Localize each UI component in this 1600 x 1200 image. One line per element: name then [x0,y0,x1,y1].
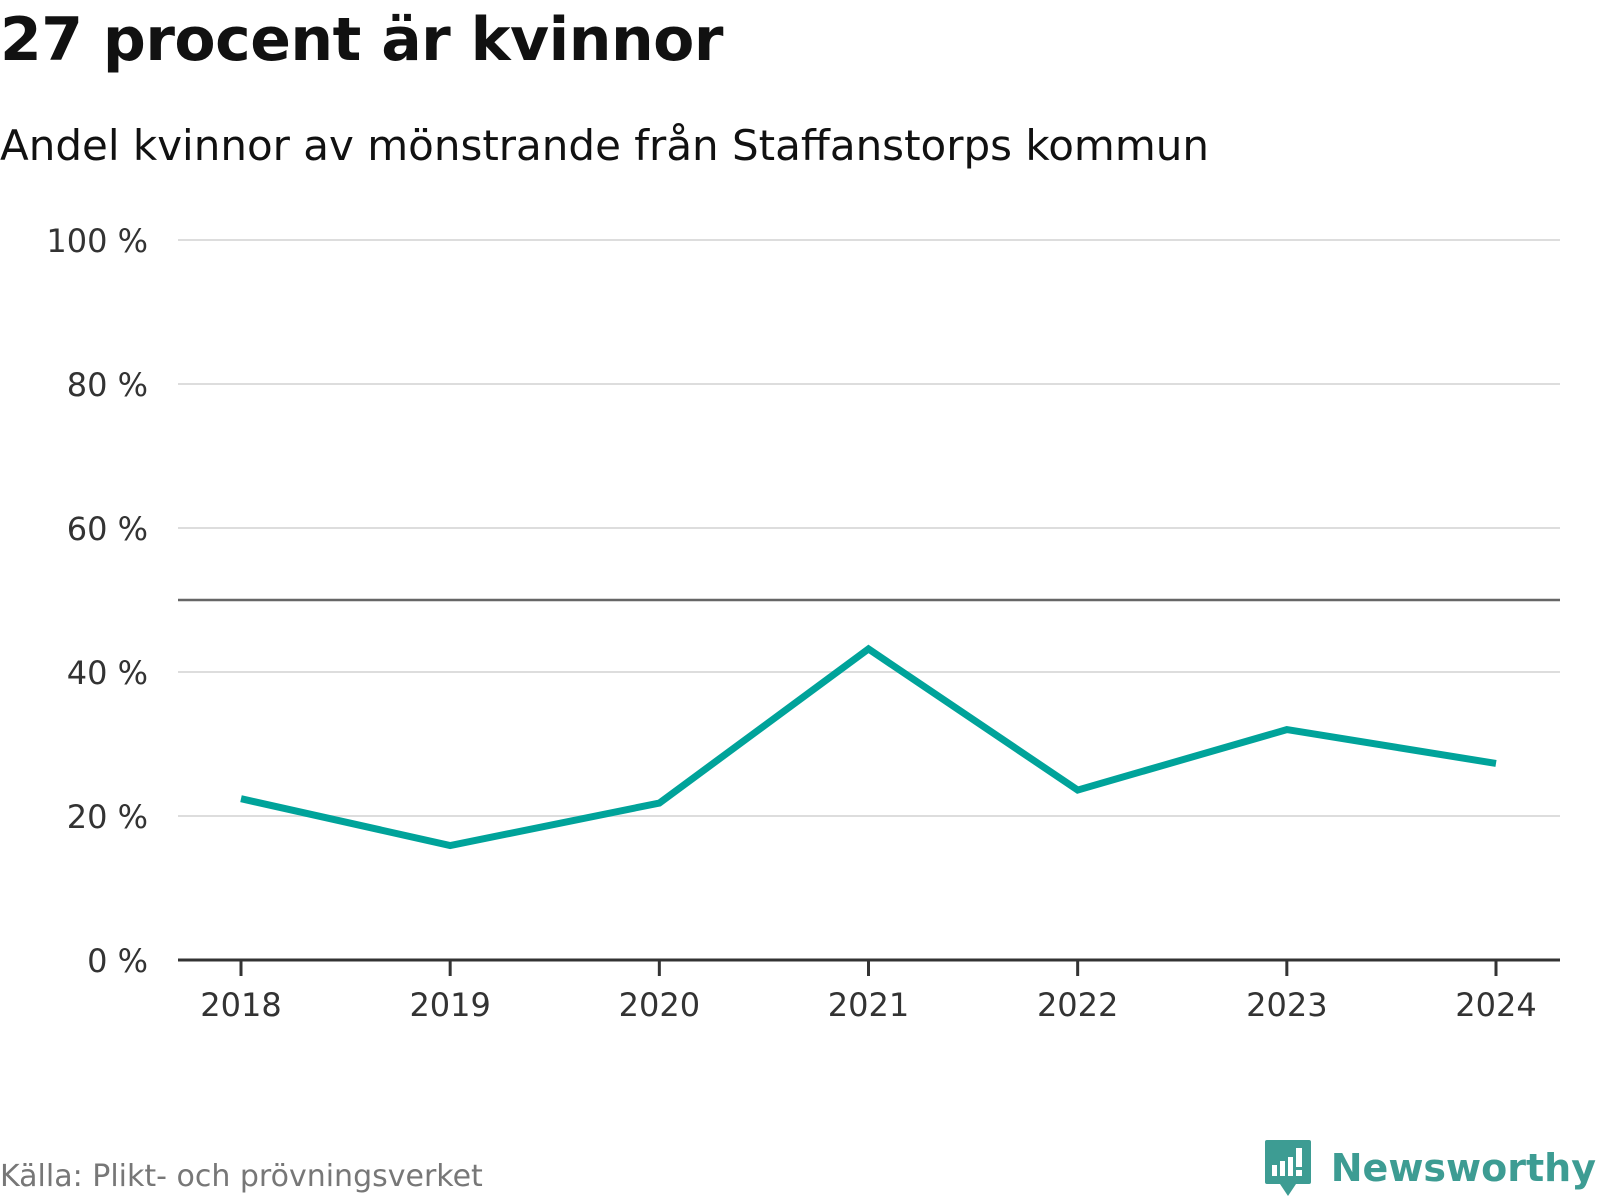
x-axis: 2018 2019 2020 2021 2022 2023 2024 [178,958,1560,1024]
y-tick-label: 80 % [67,366,148,404]
x-tick-label: 2021 [828,986,909,1024]
x-tick-label: 2019 [409,986,490,1024]
y-tick-label: 40 % [67,654,148,692]
y-tick-label: 60 % [67,510,148,548]
y-tick-label: 0 % [87,942,148,980]
x-tick-label: 2023 [1246,986,1327,1024]
chart-title: 27 procent är kvinnor [0,5,723,75]
y-axis-ticks: 0 % 20 % 40 % 60 % 80 % 100 % [46,222,148,980]
x-tick-label: 2018 [200,986,281,1024]
x-tick-label: 2024 [1455,986,1536,1024]
y-tick-label: 100 % [46,222,148,260]
grid-lines [178,239,1560,817]
line-chart: 0 % 20 % 40 % 60 % 80 % 100 % 2018 2019 2020 202… [46,222,1560,1024]
x-tick-label: 2022 [1037,986,1118,1024]
chart-subtitle: Andel kvinnor av mönstrande från Staffan… [0,121,1209,170]
brand-name: Newsworthy [1330,1146,1596,1190]
source-note: Källa: Plikt- och prövningsverket [0,1159,483,1194]
x-tick-label: 2020 [619,986,700,1024]
series-group [240,644,1497,850]
brand-logo: Newsworthy [1263,1138,1596,1198]
y-tick-label: 20 % [67,798,148,836]
newsworthy-logo-icon [1264,1140,1311,1196]
